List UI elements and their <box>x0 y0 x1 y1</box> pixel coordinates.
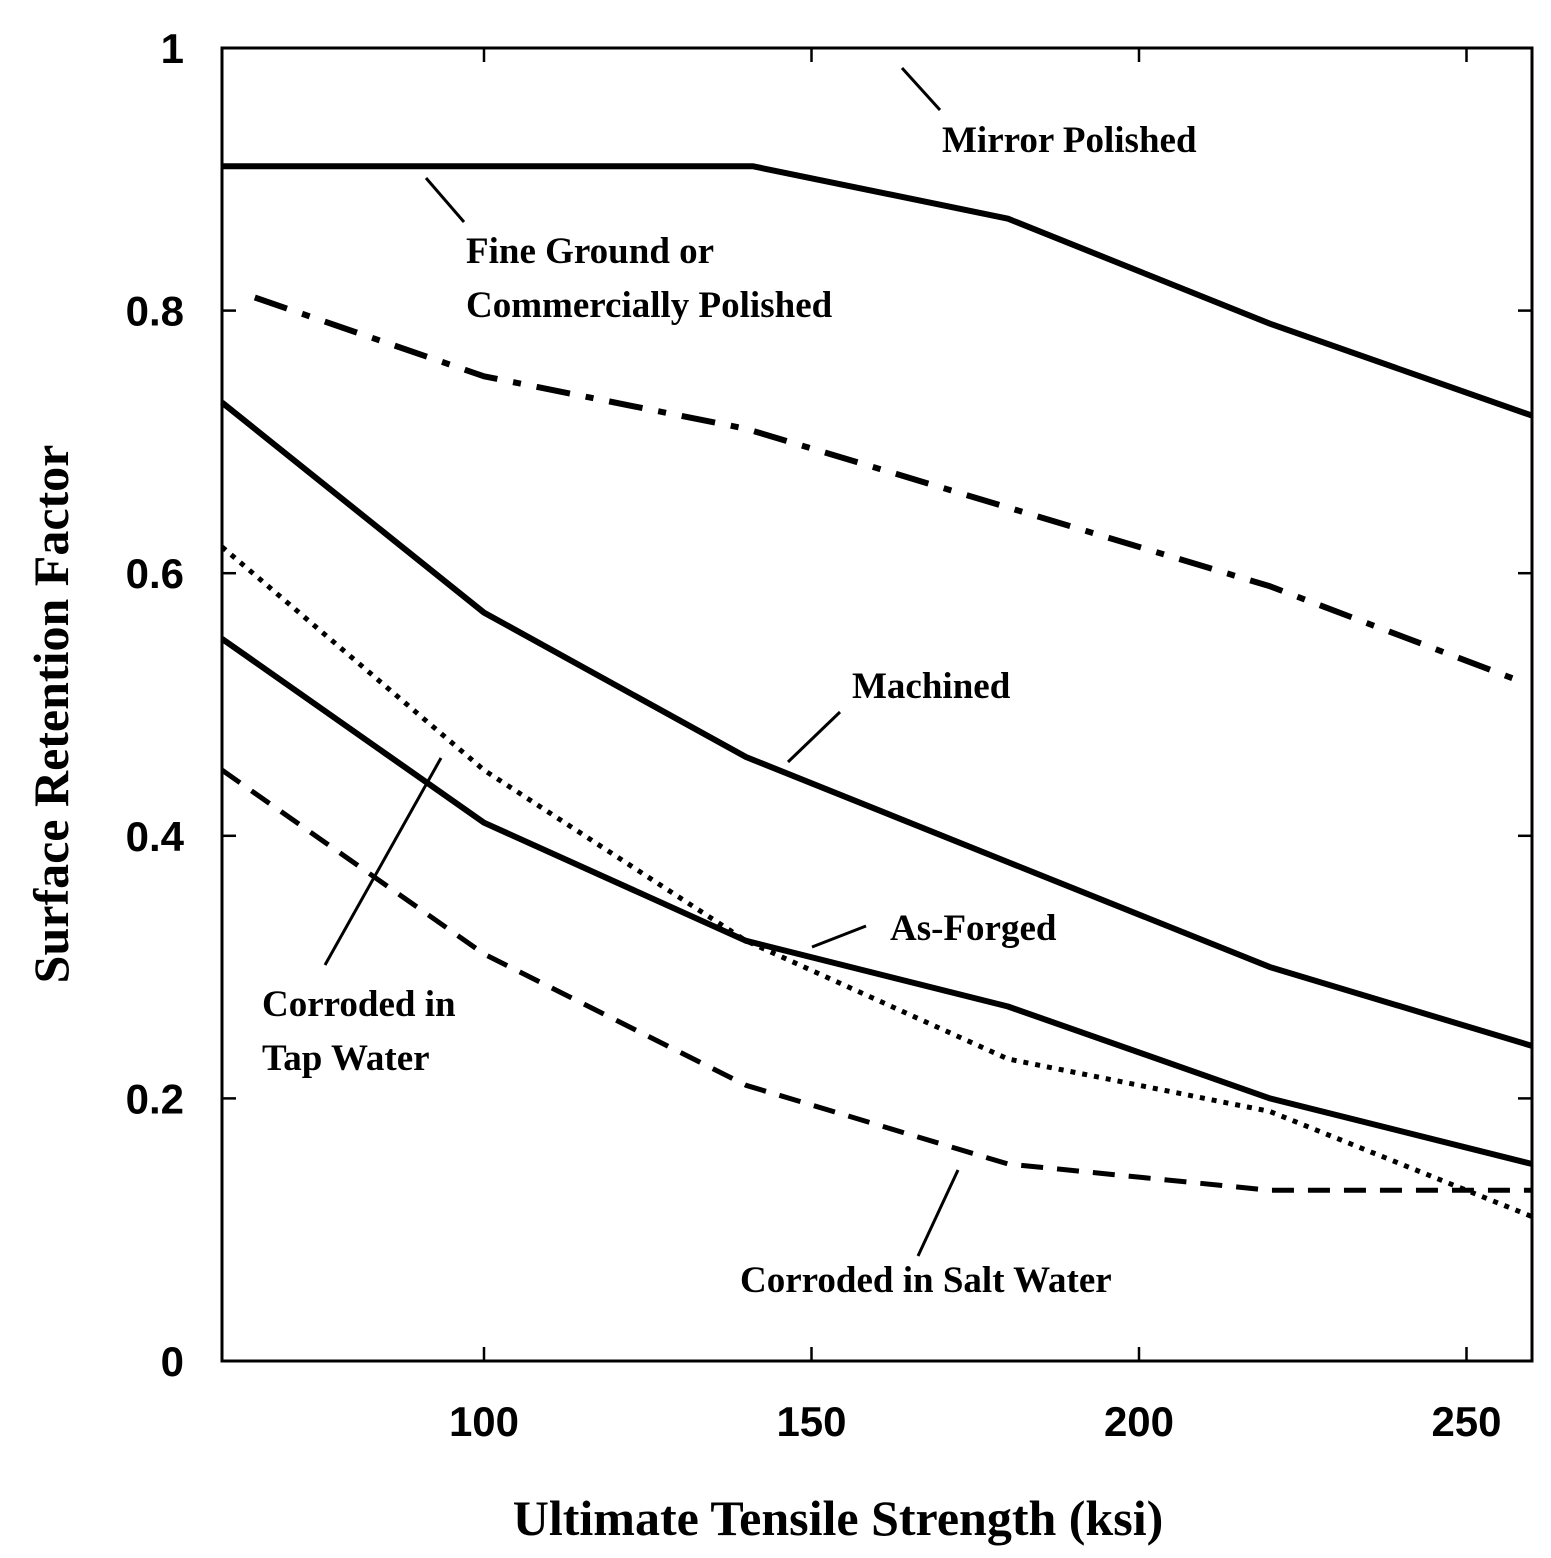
y-axis-ticks: 0 0.2 0.4 0.6 0.8 1 <box>126 25 1532 1385</box>
annotation-fine: Commercially Polished <box>466 285 833 326</box>
annotation-leader-mirror <box>900 66 942 112</box>
series-line-dash-dot-curve <box>253 294 1514 682</box>
annotation-salt: Corroded in Salt Water <box>740 1260 1112 1301</box>
x-tick-label: 200 <box>1104 1398 1174 1445</box>
annotation-machined: Machined <box>852 666 1011 707</box>
series-line-fine-ground-or-commercially-polished <box>222 163 1533 419</box>
annotation-leader-tap <box>323 757 443 966</box>
x-tick-label: 150 <box>776 1398 846 1445</box>
series-line-machined <box>220 400 1533 1049</box>
y-tick-label: 1 <box>161 25 184 72</box>
annotation-tap: Tap Water <box>262 1038 430 1079</box>
y-tick-label: 0.8 <box>126 288 184 335</box>
series-line-corroded-in-salt-water <box>220 768 1532 1193</box>
y-tick-label: 0.2 <box>126 1075 184 1122</box>
series-lines <box>220 163 1533 1219</box>
annotation-leader-forged <box>811 924 867 949</box>
annotation-mirror: Mirror Polished <box>942 120 1197 161</box>
y-axis-title: Surface Retention Factor <box>23 445 79 984</box>
plot-frame <box>220 46 1534 1363</box>
annotation-leader-salt <box>916 1169 960 1257</box>
y-tick-label: 0.6 <box>126 550 184 597</box>
annotation-fine: Fine Ground or <box>466 231 714 272</box>
x-tick-label: 100 <box>449 1398 519 1445</box>
x-axis-title: Ultimate Tensile Strength (ksi) <box>513 1490 1164 1546</box>
annotation-leader-fine <box>424 177 466 223</box>
annotations: Mirror Polished Fine Ground or Commerciall… <box>262 66 1197 1301</box>
series-line-as-forged <box>220 636 1533 1167</box>
y-tick-label: 0 <box>161 1338 184 1385</box>
x-tick-label: 250 <box>1431 1398 1501 1445</box>
annotation-tap: Corroded in <box>262 984 456 1025</box>
annotation-leader-machined <box>786 710 842 764</box>
y-tick-label: 0.4 <box>126 813 185 860</box>
annotation-forged: As-Forged <box>890 908 1057 949</box>
x-axis-ticks: 100 150 200 250 <box>449 48 1502 1445</box>
